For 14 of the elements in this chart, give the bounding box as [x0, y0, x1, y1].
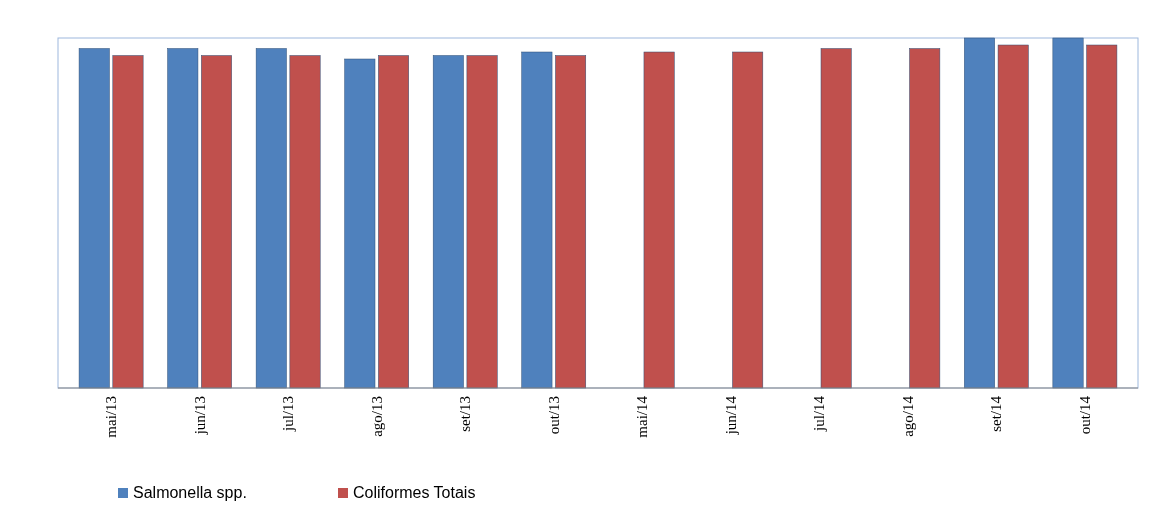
- legend-label: Salmonella spp.: [133, 484, 247, 501]
- x-tick-label: set/14: [988, 395, 1005, 432]
- x-tick-label: jun/14: [722, 395, 739, 436]
- x-tick-label: set/13: [457, 396, 474, 432]
- x-tick-label: out/13: [545, 396, 562, 435]
- x-tick-label: ago/13: [368, 396, 385, 437]
- legend-label: Coliformes Totais: [353, 484, 476, 501]
- x-tick-label: out/14: [1076, 395, 1093, 435]
- x-tick-label: mai/13: [103, 396, 120, 438]
- x-tick-label: ago/14: [899, 395, 916, 437]
- x-tick-label: jun/13: [191, 396, 208, 436]
- x-tick-label: jul/14: [811, 395, 828, 433]
- x-tick-label: mai/14: [634, 395, 651, 438]
- x-tick-label: jul/13: [280, 396, 297, 433]
